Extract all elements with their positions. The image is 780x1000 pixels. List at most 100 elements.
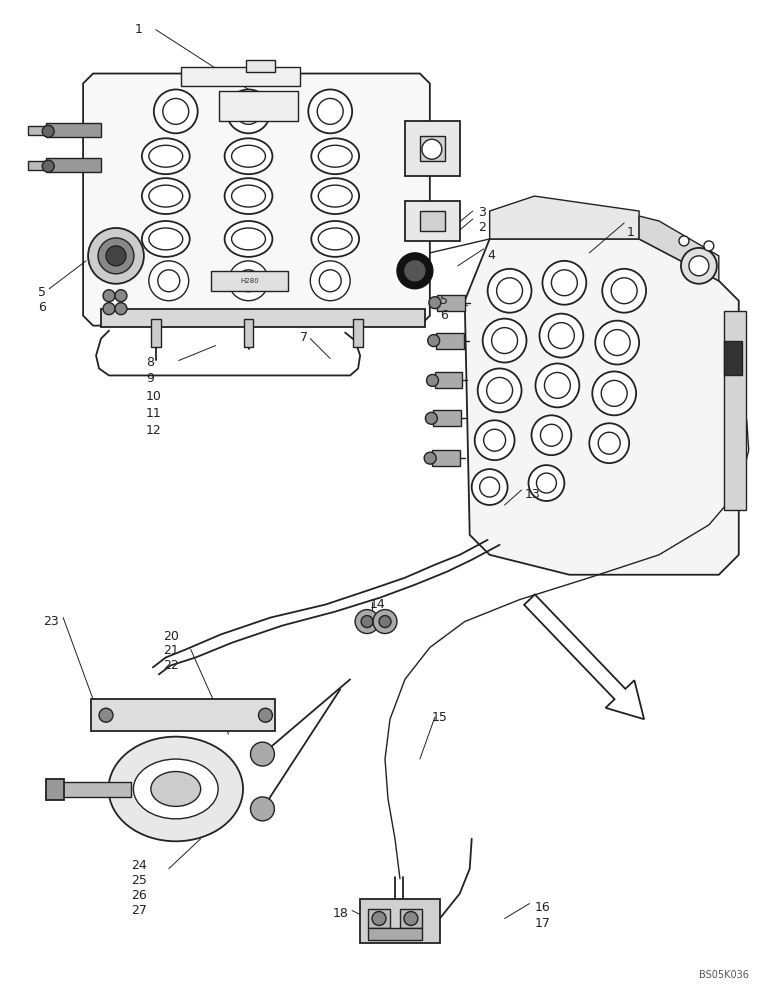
Circle shape xyxy=(541,424,562,446)
Ellipse shape xyxy=(149,185,183,207)
Circle shape xyxy=(477,368,522,412)
Circle shape xyxy=(317,98,343,124)
Circle shape xyxy=(99,708,113,722)
Bar xyxy=(46,158,101,172)
Bar xyxy=(368,928,422,940)
Text: 25: 25 xyxy=(131,874,147,887)
Circle shape xyxy=(427,335,440,347)
Circle shape xyxy=(404,912,418,925)
Text: 15: 15 xyxy=(432,711,448,724)
Polygon shape xyxy=(639,216,719,281)
Circle shape xyxy=(42,125,54,137)
Circle shape xyxy=(601,380,627,406)
Bar xyxy=(724,341,742,375)
Circle shape xyxy=(361,616,373,628)
Circle shape xyxy=(355,610,379,634)
Circle shape xyxy=(103,290,115,302)
Bar xyxy=(101,309,425,327)
Ellipse shape xyxy=(225,178,272,214)
Circle shape xyxy=(372,912,386,925)
Text: 5: 5 xyxy=(440,294,448,307)
Text: 8: 8 xyxy=(146,356,154,369)
Text: 21: 21 xyxy=(163,644,179,657)
Circle shape xyxy=(319,270,341,292)
Bar xyxy=(46,123,101,137)
Bar xyxy=(211,271,289,291)
Circle shape xyxy=(310,261,350,301)
Circle shape xyxy=(163,98,189,124)
Circle shape xyxy=(422,139,441,159)
Circle shape xyxy=(548,323,574,349)
FancyArrow shape xyxy=(524,594,644,719)
Bar xyxy=(46,779,64,800)
Circle shape xyxy=(98,238,134,274)
Circle shape xyxy=(612,278,637,304)
Ellipse shape xyxy=(133,759,218,819)
Circle shape xyxy=(472,469,508,505)
Text: M: M xyxy=(245,110,252,119)
Bar xyxy=(218,91,298,121)
Circle shape xyxy=(103,303,115,315)
Text: 11: 11 xyxy=(146,407,161,420)
Text: 1: 1 xyxy=(135,23,143,36)
Text: 26: 26 xyxy=(131,889,147,902)
Circle shape xyxy=(536,363,580,407)
Bar xyxy=(246,60,275,72)
Text: 22: 22 xyxy=(163,659,179,672)
Circle shape xyxy=(475,420,515,460)
Circle shape xyxy=(544,372,570,398)
Ellipse shape xyxy=(232,145,265,167)
Circle shape xyxy=(602,269,646,313)
Ellipse shape xyxy=(311,178,359,214)
Ellipse shape xyxy=(151,772,200,806)
Circle shape xyxy=(531,415,572,455)
Circle shape xyxy=(429,297,441,309)
Bar xyxy=(400,909,422,928)
Text: 4: 4 xyxy=(488,249,495,262)
Circle shape xyxy=(106,246,126,266)
Text: 24: 24 xyxy=(131,859,147,872)
Circle shape xyxy=(491,328,518,354)
Circle shape xyxy=(226,89,271,133)
Text: 6: 6 xyxy=(38,301,46,314)
Circle shape xyxy=(258,708,272,722)
Circle shape xyxy=(308,89,352,133)
Circle shape xyxy=(236,98,261,124)
Bar xyxy=(151,319,161,347)
Circle shape xyxy=(488,269,531,313)
Bar xyxy=(434,372,463,388)
Circle shape xyxy=(115,303,127,315)
Circle shape xyxy=(484,429,505,451)
Bar xyxy=(28,161,50,170)
Circle shape xyxy=(424,452,436,464)
Ellipse shape xyxy=(142,178,190,214)
Circle shape xyxy=(589,423,629,463)
Text: 5: 5 xyxy=(38,286,46,299)
Text: 16: 16 xyxy=(534,901,550,914)
Text: BS05K036: BS05K036 xyxy=(699,970,749,980)
Circle shape xyxy=(537,473,556,493)
Circle shape xyxy=(379,616,391,628)
Ellipse shape xyxy=(311,221,359,257)
Ellipse shape xyxy=(225,221,272,257)
Text: 27: 27 xyxy=(131,904,147,917)
Text: 18: 18 xyxy=(332,907,348,920)
Circle shape xyxy=(42,160,54,172)
Bar xyxy=(724,311,746,510)
Circle shape xyxy=(529,465,565,501)
Ellipse shape xyxy=(149,228,183,250)
Circle shape xyxy=(88,228,144,284)
Text: 9: 9 xyxy=(146,372,154,385)
Circle shape xyxy=(689,256,709,276)
Ellipse shape xyxy=(232,185,265,207)
Circle shape xyxy=(238,270,260,292)
Bar xyxy=(353,319,363,347)
Bar xyxy=(405,121,459,176)
Bar xyxy=(91,699,275,731)
Ellipse shape xyxy=(142,221,190,257)
Circle shape xyxy=(487,377,512,403)
Bar xyxy=(405,201,459,241)
Circle shape xyxy=(681,248,717,284)
Ellipse shape xyxy=(142,138,190,174)
Circle shape xyxy=(480,477,500,497)
